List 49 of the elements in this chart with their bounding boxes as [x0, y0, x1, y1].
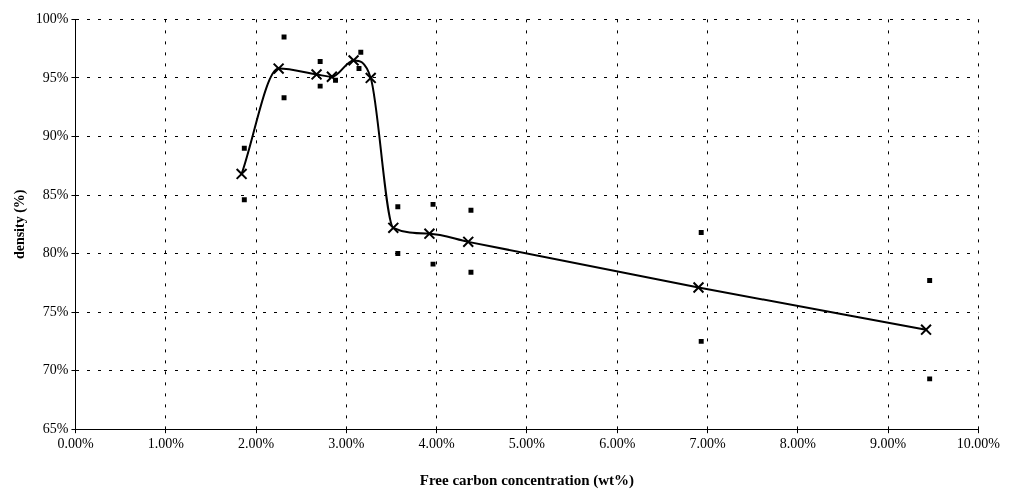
point: [395, 204, 401, 210]
y-tick-label: 90%: [42, 128, 69, 144]
point: [920, 323, 932, 336]
point: [272, 62, 285, 75]
x-axis-title: Free carbon concentration (wt%): [419, 471, 635, 489]
point: [698, 230, 704, 235]
x-tick-label: 10.00%: [956, 436, 1001, 452]
point: [462, 235, 475, 248]
x-tick-label: 4.00%: [418, 436, 456, 452]
y-tick-label: 100%: [35, 11, 69, 27]
point: [241, 145, 247, 151]
point: [468, 269, 474, 275]
point: [281, 95, 287, 101]
x-tick-label: 3.00%: [328, 436, 365, 452]
x-tick-label: 5.00%: [508, 436, 546, 452]
y-tick-label: 75%: [42, 303, 69, 319]
point: [430, 201, 436, 207]
point: [698, 338, 704, 344]
x-tick-label: 6.00%: [599, 436, 636, 452]
y-tick-label: 70%: [42, 362, 69, 378]
point: [364, 71, 377, 84]
point: [317, 59, 323, 65]
x-tick-label: 8.00%: [779, 436, 817, 452]
point: [317, 83, 323, 89]
point: [423, 227, 436, 240]
y-tick-label: 65%: [42, 420, 69, 436]
point: [235, 168, 248, 180]
y-tick-label: 85%: [42, 186, 69, 202]
point: [325, 70, 338, 83]
point: [310, 68, 323, 81]
point: [927, 376, 933, 382]
y-tick-label: 80%: [42, 245, 69, 261]
point: [468, 207, 474, 213]
point: [692, 281, 705, 294]
point: [241, 197, 247, 203]
point: [347, 54, 360, 67]
point: [358, 49, 364, 55]
y-tick-label: 95%: [42, 69, 69, 85]
y-axis-title: density (%): [12, 189, 29, 260]
point: [387, 221, 400, 234]
x-tick-label: 2.00%: [237, 436, 275, 452]
point: [281, 34, 287, 40]
x-tick-label: 0.00%: [57, 436, 94, 452]
x-tick-label: 1.00%: [147, 436, 185, 452]
point: [430, 261, 436, 267]
point: [927, 278, 933, 283]
x-tick-label: 9.00%: [870, 436, 907, 452]
point: [395, 251, 401, 257]
x-tick-label: 7.00%: [689, 436, 726, 452]
